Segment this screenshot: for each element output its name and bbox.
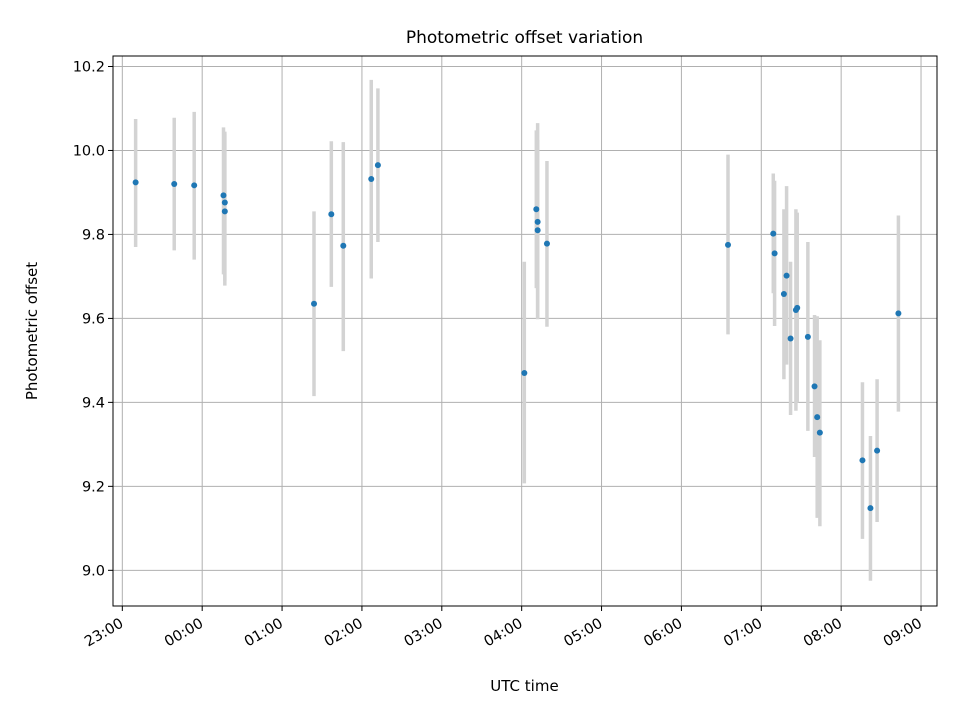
data-point (171, 181, 178, 188)
data-point (534, 218, 541, 225)
data-point (783, 272, 790, 279)
data-point (328, 211, 335, 218)
data-point (867, 505, 874, 512)
y-tick-label: 10.0 (73, 143, 105, 159)
y-tick-label: 10.2 (73, 59, 105, 75)
data-point (368, 176, 375, 183)
data-point (543, 240, 550, 247)
y-tick-label: 9.2 (82, 479, 105, 495)
data-point (533, 206, 540, 213)
data-point (311, 300, 318, 307)
data-point (859, 457, 866, 464)
data-point (221, 208, 228, 215)
plot-frame (112, 55, 938, 607)
data-point (814, 414, 821, 421)
data-point (874, 447, 881, 454)
data-point (794, 304, 801, 311)
data-point (191, 182, 198, 189)
data-point (771, 250, 778, 257)
y-tick-label: 9.8 (82, 227, 105, 243)
y-tick-label: 9.4 (82, 395, 105, 411)
data-point (132, 179, 139, 186)
data-point (220, 192, 227, 199)
data-point (534, 227, 541, 234)
data-point (787, 335, 794, 342)
data-point (770, 230, 777, 237)
data-point (374, 162, 381, 169)
y-axis-label: Photometric offset (23, 262, 41, 400)
data-point (521, 369, 528, 376)
y-tick-label: 9.6 (82, 311, 105, 327)
x-axis-label: UTC time (490, 677, 558, 695)
data-point (816, 429, 823, 436)
data-point (811, 383, 818, 390)
data-point (804, 333, 811, 340)
y-tick-label: 9.0 (82, 563, 105, 579)
data-point (780, 291, 787, 298)
data-point (725, 241, 732, 248)
chart-title: Photometric offset variation (406, 28, 643, 48)
data-point (895, 310, 902, 317)
data-point (340, 242, 347, 249)
data-point (221, 199, 228, 206)
